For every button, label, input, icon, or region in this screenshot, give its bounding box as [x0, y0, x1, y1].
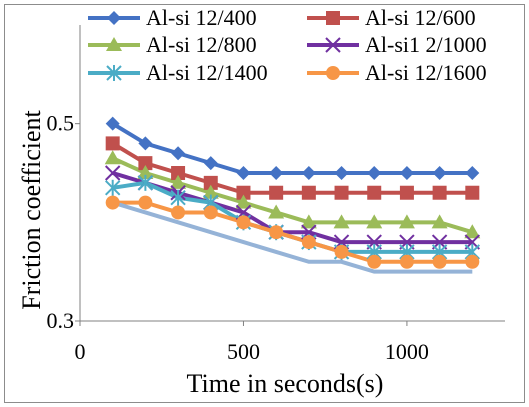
- legend-label: Al-si 12/1400: [146, 60, 268, 85]
- data-point: [465, 166, 480, 180]
- data-point: [465, 185, 480, 200]
- y-tick-label: 0.5: [47, 111, 75, 136]
- series-lines: [111, 121, 473, 274]
- data-point: [171, 205, 186, 220]
- data-point: [236, 185, 251, 200]
- series-line: [111, 121, 473, 175]
- series-line: [111, 156, 473, 235]
- data-point: [366, 214, 383, 229]
- data-point: [269, 166, 284, 180]
- series-line: [112, 200, 473, 274]
- data-point: [138, 156, 153, 171]
- data-point: [367, 254, 382, 269]
- x-tick-label: 1000: [385, 339, 429, 364]
- legend-item: Al-si1 2/1000: [307, 32, 487, 57]
- legend-item: Al-si 12/1600: [307, 60, 487, 85]
- legend-swatch-marker: [106, 65, 122, 81]
- legend-label: Al-si 12/600: [365, 5, 476, 30]
- data-point: [105, 136, 120, 151]
- data-point: [236, 215, 251, 230]
- legend-label: Al-si 12/400: [146, 5, 257, 30]
- data-point: [269, 225, 284, 240]
- data-point: [138, 136, 153, 151]
- chart-frame: [4, 4, 525, 403]
- data-point: [431, 214, 448, 229]
- legend-item: Al-si 12/400: [88, 5, 257, 30]
- data-point: [104, 150, 121, 165]
- data-point: [398, 214, 415, 229]
- legend-label: Al-si1 2/1000: [365, 32, 487, 57]
- data-point: [301, 166, 316, 180]
- data-point: [235, 194, 252, 209]
- data-point: [138, 195, 153, 210]
- data-point: [465, 254, 480, 269]
- data-point: [203, 175, 218, 190]
- data-point: [269, 185, 284, 200]
- data-point: [203, 205, 218, 220]
- legend: Al-si 12/400 Al-si 12/600 Al-si 12/800 Al-s…: [88, 5, 487, 85]
- series-markers: [104, 116, 481, 269]
- y-axis-label: Friction coefficient: [17, 109, 46, 309]
- data-point: [202, 184, 219, 199]
- x-tick-label: 500: [227, 339, 260, 364]
- data-point: [105, 195, 120, 210]
- data-point: [432, 254, 447, 269]
- data-point: [399, 254, 414, 269]
- legend-label: Al-si 12/800: [146, 32, 257, 57]
- x-tick-label: 0: [75, 339, 86, 364]
- data-point: [399, 166, 414, 180]
- data-point: [334, 166, 349, 180]
- legend-swatch-marker: [326, 11, 340, 25]
- data-point: [104, 179, 121, 196]
- legend-label: Al-si 12/1600: [365, 60, 487, 85]
- data-point: [171, 146, 186, 161]
- legend-swatch-marker: [325, 37, 341, 53]
- legend-swatch-marker: [107, 11, 121, 25]
- data-point: [301, 235, 316, 250]
- data-point: [236, 166, 251, 180]
- data-point: [334, 244, 349, 259]
- data-point: [171, 166, 186, 180]
- legend-item: Al-si 12/1400: [88, 60, 268, 85]
- data-point: [203, 156, 218, 171]
- axes: [75, 25, 505, 326]
- data-point: [104, 165, 121, 181]
- data-point: [464, 224, 481, 239]
- legend-item: Al-si 12/800: [88, 32, 257, 57]
- tick-labels: 0 500 1000 0.3 0.5: [47, 111, 429, 364]
- data-point: [170, 174, 187, 189]
- data-point: [301, 185, 316, 200]
- legend-swatch-marker: [106, 37, 122, 51]
- data-point: [334, 185, 349, 200]
- data-point: [399, 185, 414, 200]
- y-tick-label: 0.3: [47, 308, 75, 333]
- legend-item: Al-si 12/600: [307, 5, 476, 30]
- data-point: [432, 185, 447, 200]
- data-point: [105, 116, 120, 131]
- data-point: [137, 174, 154, 191]
- legend-swatch-marker: [326, 66, 340, 80]
- data-point: [268, 204, 285, 219]
- data-point: [367, 185, 382, 200]
- data-point: [300, 214, 317, 229]
- data-point: [367, 166, 382, 180]
- data-point: [432, 166, 447, 180]
- data-point: [170, 189, 186, 206]
- data-point: [333, 214, 350, 229]
- data-point: [137, 165, 154, 179]
- x-axis-label: Time in seconds(s): [187, 369, 384, 398]
